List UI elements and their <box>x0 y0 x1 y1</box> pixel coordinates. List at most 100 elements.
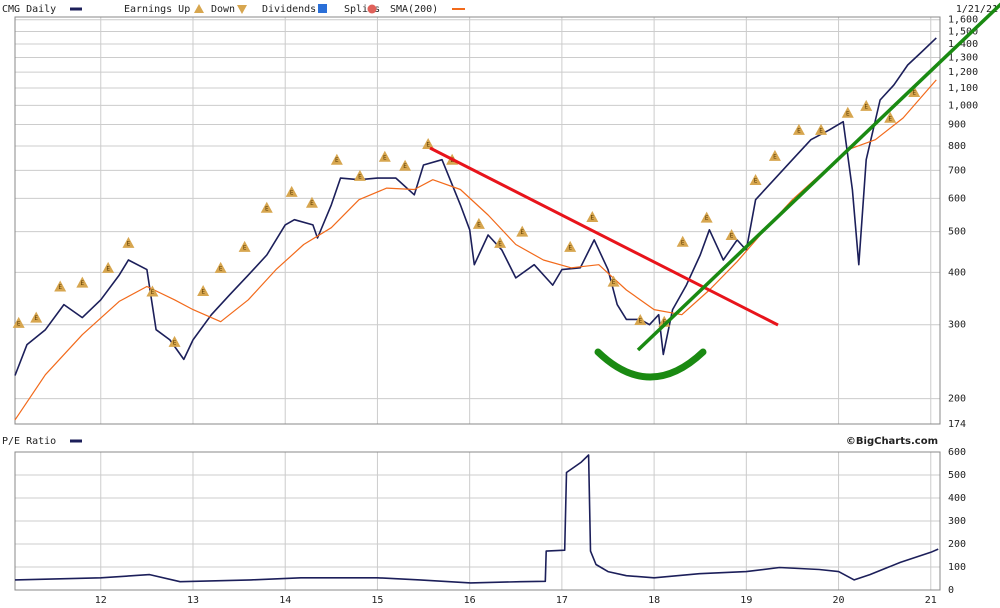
annotation-arc <box>594 348 707 381</box>
earnings-marker <box>238 240 251 252</box>
earnings-label: E <box>201 289 205 296</box>
earnings-label: E <box>568 244 572 251</box>
legend-icon <box>194 4 204 13</box>
trend-line <box>636 2 1000 352</box>
earnings-label: E <box>243 244 247 251</box>
earnings-marker <box>353 169 366 181</box>
date-label: 1/21/21 <box>956 4 998 15</box>
earnings-marker <box>586 210 599 222</box>
y-tick-label: 400 <box>948 493 966 504</box>
earnings-marker <box>76 276 89 288</box>
y-tick-label: 300 <box>948 516 966 527</box>
source-label: ©BigCharts.com <box>846 436 938 447</box>
earnings-marker <box>700 211 713 223</box>
y-tick-label: 100 <box>948 562 966 573</box>
earnings-label: E <box>403 163 407 170</box>
earnings-label: E <box>773 153 777 160</box>
earnings-label: E <box>106 265 110 272</box>
y-tick-label: 1,000 <box>948 100 978 111</box>
x-tick-label: 12 <box>95 595 107 606</box>
earnings-marker <box>197 285 210 297</box>
earnings-marker <box>472 217 485 229</box>
earnings-marker <box>860 99 873 111</box>
y-tick-label: 1,400 <box>948 39 978 50</box>
earnings-label: E <box>358 173 362 180</box>
x-tick-label: 17 <box>556 595 568 606</box>
legend-label: Dividends <box>262 4 316 15</box>
earnings-label: E <box>265 205 269 212</box>
y-tick-label: 500 <box>948 227 966 238</box>
x-tick-label: 16 <box>464 595 476 606</box>
legend-icon <box>367 4 377 14</box>
earnings-marker <box>564 240 577 252</box>
earnings-label: E <box>477 221 481 228</box>
earnings-label: E <box>612 279 616 286</box>
earnings-marker <box>676 235 689 247</box>
earnings-label: E <box>34 315 38 322</box>
y-tick-label: 700 <box>948 165 966 176</box>
y-tick-label: 174 <box>948 419 966 430</box>
y-tick-label: 600 <box>948 447 966 458</box>
legend-label: Down <box>211 4 235 15</box>
x-tick-label: 19 <box>740 595 752 606</box>
x-tick-label: 15 <box>371 595 383 606</box>
annotations <box>429 2 1000 381</box>
earnings-marker <box>815 123 828 135</box>
earnings-label: E <box>846 110 850 117</box>
earnings-marker <box>422 137 435 149</box>
x-tick-label: 13 <box>187 595 199 606</box>
legend-label: Splits <box>344 4 380 15</box>
earnings-label: E <box>310 200 314 207</box>
earnings-marker <box>168 335 181 347</box>
y-tick-label: 200 <box>948 539 966 550</box>
earnings-marker <box>516 225 529 237</box>
earnings-label: E <box>520 229 524 236</box>
pe-panel <box>14 451 941 591</box>
y-tick-label: 0 <box>948 585 954 596</box>
earnings-marker <box>725 228 738 240</box>
earnings-marker <box>908 86 921 98</box>
earnings-label: E <box>498 240 502 247</box>
earnings-label: E <box>383 154 387 161</box>
earnings-label: E <box>912 90 916 97</box>
legend-label: SMA(200) <box>390 4 438 15</box>
earnings-marker <box>378 150 391 162</box>
y-tick-label: 1,500 <box>948 26 978 37</box>
y-tick-label: 800 <box>948 141 966 152</box>
earnings-label: E <box>17 320 21 327</box>
earnings-marker <box>12 316 25 328</box>
y-tick-label: 500 <box>948 470 966 481</box>
earnings-label: E <box>127 240 131 247</box>
earnings-marker <box>30 311 43 323</box>
legend-icon <box>318 4 327 13</box>
earnings-label: E <box>705 215 709 222</box>
earnings-marker <box>792 123 805 135</box>
earnings-marker <box>214 261 227 273</box>
y-tick-label: 900 <box>948 120 966 131</box>
y-tick-label: 1,600 <box>948 15 978 26</box>
earnings-marker <box>749 173 762 185</box>
earnings-label: E <box>888 115 892 122</box>
earnings-label: E <box>591 214 595 221</box>
earnings-marker <box>494 236 507 248</box>
earnings-label: E <box>58 284 62 291</box>
y-tick-label: 300 <box>948 320 966 331</box>
earnings-marker <box>122 236 135 248</box>
earnings-label: E <box>730 232 734 239</box>
earnings-label: E <box>681 239 685 246</box>
earnings-label: E <box>81 280 85 287</box>
earnings-marker <box>54 280 67 292</box>
x-tick-label: 14 <box>279 595 291 606</box>
earnings-label: E <box>290 189 294 196</box>
earnings-marker <box>399 159 412 171</box>
x-tick-label: 21 <box>925 595 937 606</box>
earnings-label: E <box>638 317 642 324</box>
earnings-marker <box>330 153 343 165</box>
earnings-label: E <box>754 177 758 184</box>
earnings-label: E <box>173 339 177 346</box>
earnings-marker <box>607 275 620 287</box>
earnings-marker <box>146 285 159 297</box>
price-panel <box>14 16 941 425</box>
chart-title: CMG Daily <box>2 4 56 15</box>
